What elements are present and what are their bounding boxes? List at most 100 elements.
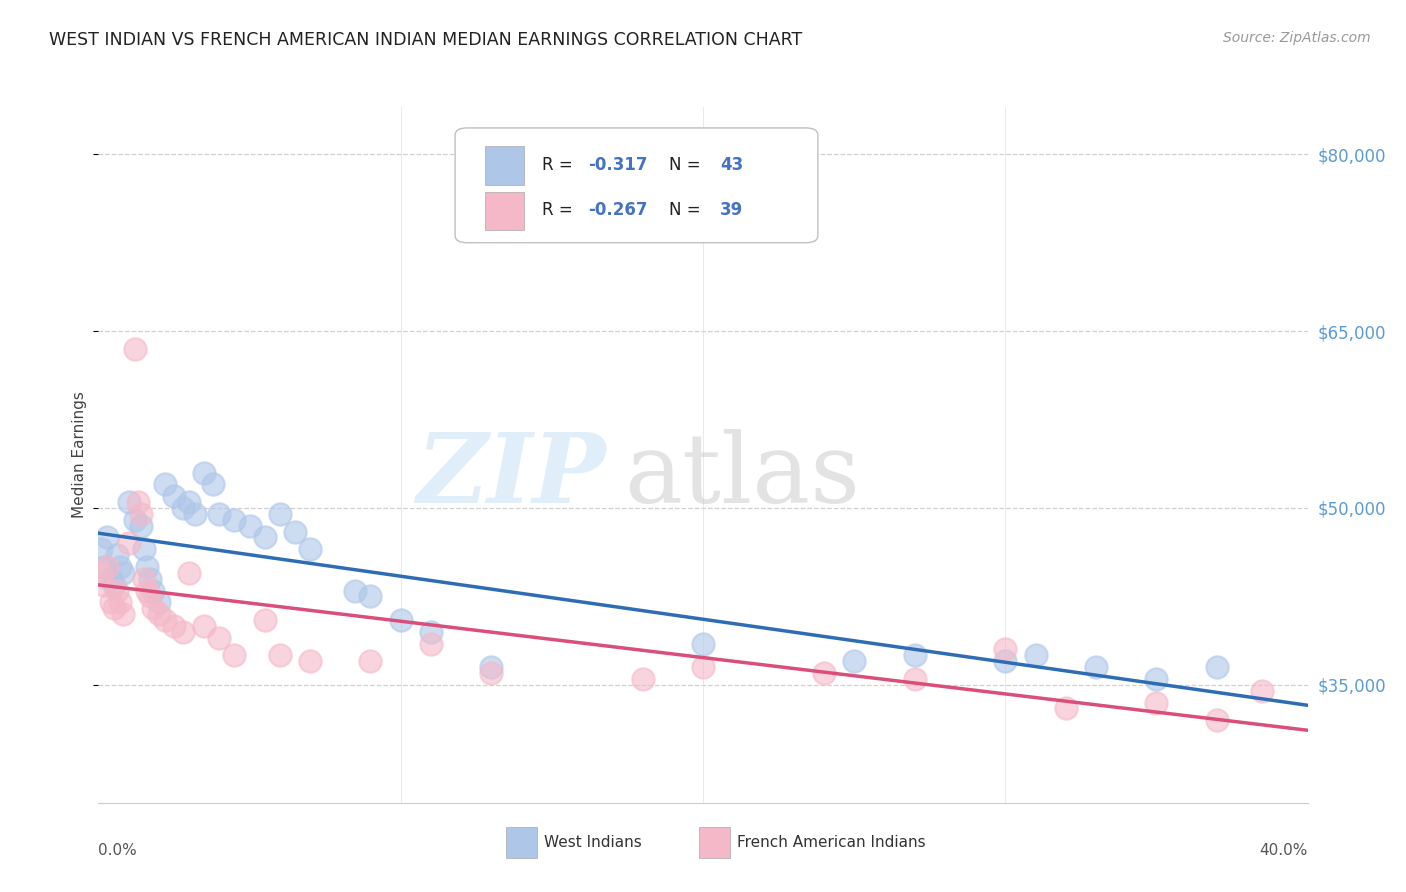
Point <box>132 572 155 586</box>
Point <box>692 637 714 651</box>
Point <box>172 624 194 639</box>
FancyBboxPatch shape <box>456 128 818 243</box>
Point <box>100 572 122 586</box>
Point <box>813 666 835 681</box>
Text: ZIP: ZIP <box>416 429 606 523</box>
Point <box>631 672 654 686</box>
Point <box>692 660 714 674</box>
Point <box>105 583 128 598</box>
Point <box>124 342 146 356</box>
Point <box>96 560 118 574</box>
Point <box>103 601 125 615</box>
Point <box>142 583 165 598</box>
Text: N =: N = <box>669 156 706 174</box>
Point <box>179 566 201 580</box>
Point <box>360 654 382 668</box>
Point <box>129 507 152 521</box>
Text: 40.0%: 40.0% <box>1260 843 1308 858</box>
Point <box>239 518 262 533</box>
Point <box>148 595 170 609</box>
Point <box>224 513 246 527</box>
Point <box>994 654 1017 668</box>
Text: 43: 43 <box>720 156 744 174</box>
Point <box>389 613 412 627</box>
Point <box>139 572 162 586</box>
Point <box>148 607 170 621</box>
Text: 0.0%: 0.0% <box>98 843 138 858</box>
Point <box>103 577 125 591</box>
Point <box>253 531 276 545</box>
FancyBboxPatch shape <box>485 146 524 185</box>
Text: -0.267: -0.267 <box>588 202 648 219</box>
Text: R =: R = <box>543 156 578 174</box>
Point <box>111 566 134 580</box>
Point <box>481 666 503 681</box>
Point <box>1054 701 1077 715</box>
Text: -0.317: -0.317 <box>588 156 648 174</box>
Point <box>994 642 1017 657</box>
Point <box>1024 648 1046 663</box>
Point <box>139 590 162 604</box>
Point <box>127 495 149 509</box>
Text: R =: R = <box>543 202 578 219</box>
Point <box>184 507 207 521</box>
Point <box>420 624 443 639</box>
Point <box>118 536 141 550</box>
Point <box>193 466 215 480</box>
Point <box>135 583 157 598</box>
Text: atlas: atlas <box>624 429 860 523</box>
Point <box>135 560 157 574</box>
Point <box>844 654 866 668</box>
Point <box>124 513 146 527</box>
Text: WEST INDIAN VS FRENCH AMERICAN INDIAN MEDIAN EARNINGS CORRELATION CHART: WEST INDIAN VS FRENCH AMERICAN INDIAN ME… <box>49 31 803 49</box>
Point <box>360 590 382 604</box>
Point <box>344 583 367 598</box>
Point <box>179 495 201 509</box>
Point <box>208 631 231 645</box>
Point <box>142 601 165 615</box>
Point <box>481 660 503 674</box>
Text: 39: 39 <box>720 202 744 219</box>
Point <box>1144 696 1167 710</box>
Point <box>108 595 131 609</box>
Point <box>193 619 215 633</box>
Point <box>1206 713 1229 727</box>
Point <box>111 607 134 621</box>
Point <box>284 524 307 539</box>
Point <box>269 507 291 521</box>
Point <box>904 672 927 686</box>
Text: N =: N = <box>669 202 706 219</box>
Point <box>172 500 194 515</box>
Point <box>90 566 112 580</box>
Point <box>118 495 141 509</box>
Point <box>1144 672 1167 686</box>
Point <box>1206 660 1229 674</box>
Point <box>253 613 276 627</box>
Text: French American Indians: French American Indians <box>737 835 925 850</box>
Point <box>153 613 176 627</box>
FancyBboxPatch shape <box>485 192 524 230</box>
Y-axis label: Median Earnings: Median Earnings <box>72 392 87 518</box>
Point <box>904 648 927 663</box>
Point <box>224 648 246 663</box>
Point <box>163 619 186 633</box>
Point <box>299 542 322 557</box>
Point <box>100 595 122 609</box>
Point <box>163 489 186 503</box>
Point <box>108 560 131 574</box>
Point <box>90 542 112 557</box>
Point <box>269 648 291 663</box>
Point <box>93 560 115 574</box>
Point <box>299 654 322 668</box>
Point <box>96 531 118 545</box>
Point <box>93 577 115 591</box>
Point <box>132 542 155 557</box>
Point <box>420 637 443 651</box>
Point <box>105 548 128 562</box>
Point <box>208 507 231 521</box>
Point <box>1085 660 1108 674</box>
Point <box>202 477 225 491</box>
Text: Source: ZipAtlas.com: Source: ZipAtlas.com <box>1223 31 1371 45</box>
Text: West Indians: West Indians <box>544 835 643 850</box>
Point <box>129 518 152 533</box>
